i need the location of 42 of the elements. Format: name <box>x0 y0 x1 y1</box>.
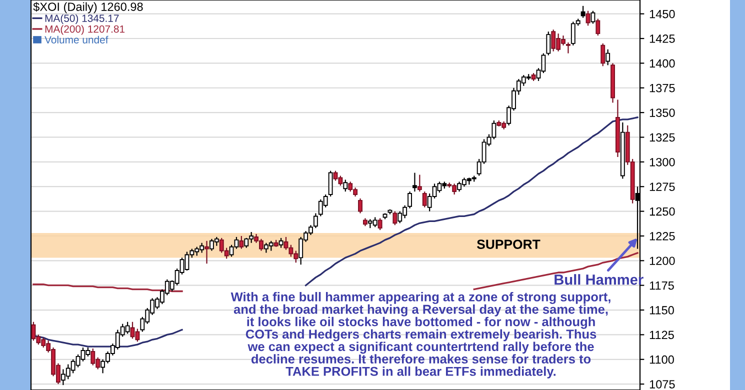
candlestick <box>392 210 398 226</box>
candlestick <box>412 172 417 192</box>
y-tick-label: 1425 <box>650 34 675 43</box>
y-tick-label: 1325 <box>650 133 675 142</box>
candlestick <box>590 10 596 24</box>
y-tick-label: 1375 <box>650 84 675 92</box>
candlestick <box>422 190 427 208</box>
legend-label: MA(200) 1207.81 <box>45 25 125 35</box>
y-tick-label: 1200 <box>650 256 675 266</box>
legend-label: Volume undef <box>44 36 108 44</box>
y-tick-label: 1150 <box>650 306 674 314</box>
y-tick-label: 1075 <box>650 380 675 388</box>
y-tick-label: 1275 <box>650 182 675 191</box>
candlestick <box>313 212 318 229</box>
y-tick-label: 1400 <box>650 59 675 68</box>
candlestick <box>239 235 244 250</box>
candlestick <box>328 170 333 198</box>
candlestick <box>546 31 551 56</box>
y-tick-label: 1300 <box>650 158 675 166</box>
candlestick <box>408 190 412 209</box>
legend-title: $XOI (Daily) 1260.98 <box>33 2 143 14</box>
candlestick <box>596 18 600 36</box>
y-tick-label: 1250 <box>650 207 675 216</box>
candlestick <box>580 5 586 18</box>
legend-label: MA(50) 1345.17 <box>45 14 119 24</box>
annotation: With a fine bull hammer appearing at a zone of strong support, and the broad market having a Reversal day at the same time, it looks like oil stocks have bottomed - for now - although COTs and Hedgers charts remain extremely bearish. Thus we can expect a significant countertrtend rally before the decline resumes. It therefore makes sense for traders to TAKE PROFITS in all bear ETFs immediately. <box>230 292 610 378</box>
band-label: SUPPORT <box>476 240 540 249</box>
y-tick-label: 1175 <box>650 282 674 290</box>
y-tick-label: 1100 <box>650 355 674 364</box>
y-tick-label: 1125 <box>650 330 674 340</box>
candlestick <box>278 237 284 248</box>
y-tick-label: 1350 <box>650 108 675 117</box>
candlestick <box>378 218 382 231</box>
candlestick <box>606 48 610 66</box>
candlestick <box>600 42 606 67</box>
candlestick <box>358 198 362 214</box>
candlestick <box>204 240 209 264</box>
candlestick <box>417 174 422 192</box>
y-tick-label: 1225 <box>650 232 675 240</box>
candlestick <box>566 42 570 54</box>
candlestick <box>343 179 348 192</box>
y-tick-label: 1450 <box>650 10 675 18</box>
